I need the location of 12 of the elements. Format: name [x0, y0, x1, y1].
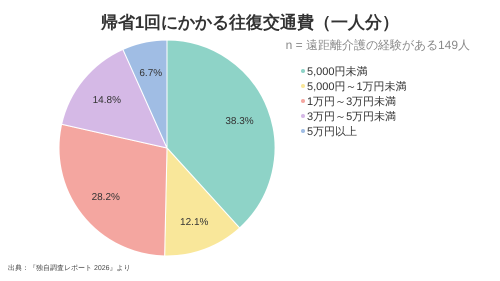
chart-title: 帰省1回にかかる往復交通費（一人分） — [100, 13, 400, 32]
chart-subtitle: n = 遠距離介護の経験がある149人 — [286, 38, 470, 52]
legend-label: 5,000円～1万円未満 — [307, 80, 407, 93]
legend-label: 3万円～5万円未満 — [307, 110, 396, 123]
legend-label: 1万円～3万円未満 — [307, 95, 396, 108]
data-label: 12.1% — [180, 216, 209, 228]
data-label: 6.7% — [139, 68, 162, 79]
legend-label: 5万円以上 — [307, 125, 358, 138]
data-label: 38.3% — [225, 116, 254, 127]
data-label: 28.2% — [92, 192, 120, 203]
data-label: 14.8% — [92, 94, 122, 106]
legend-label: 5,000円未満 — [307, 65, 368, 78]
